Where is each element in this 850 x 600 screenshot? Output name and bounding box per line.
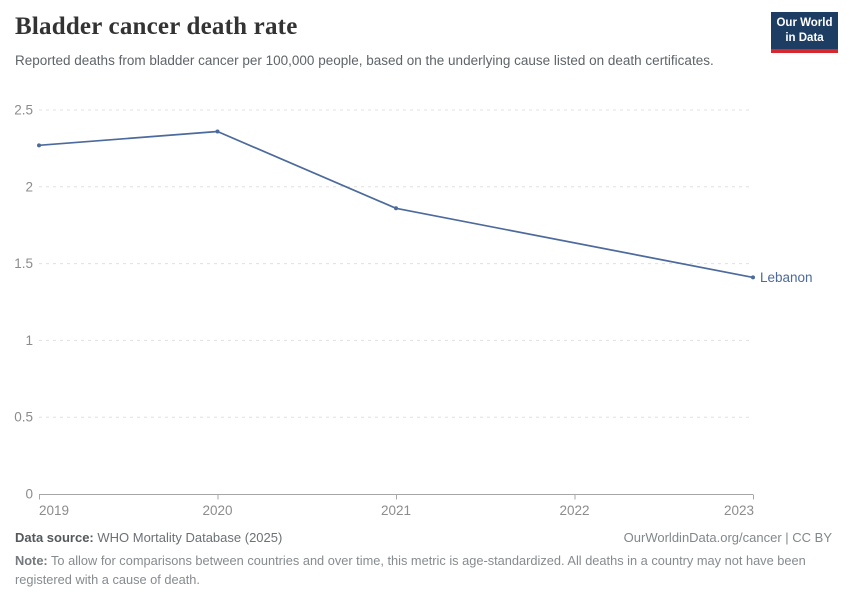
data-point-lebanon-2023[interactable] xyxy=(751,275,755,280)
footer-note: Note: To allow for comparisons between c… xyxy=(15,551,827,589)
note-value: To allow for comparisons between countri… xyxy=(15,553,806,588)
owid-logo-red-bar xyxy=(771,48,838,53)
data-source-label: Data source: xyxy=(15,530,94,545)
y-tick-label-1: 1 xyxy=(25,333,33,348)
owid-logo[interactable]: Our World in Data xyxy=(771,12,838,53)
x-tick-label-2022: 2022 xyxy=(559,503,589,518)
y-tick-label-2.5: 2.5 xyxy=(14,103,33,118)
series-end-label-lebanon[interactable]: Lebanon xyxy=(760,270,813,285)
data-source-value: WHO Mortality Database (2025) xyxy=(93,530,283,545)
y-tick-label-1.5: 1.5 xyxy=(14,256,33,271)
owid-logo-line1: Our World xyxy=(776,17,833,29)
owid-logo-line2: in Data xyxy=(785,31,824,44)
y-tick-label-0.5: 0.5 xyxy=(14,410,33,425)
x-tick-label-2019: 2019 xyxy=(39,503,69,518)
license-link[interactable]: OurWorldinData.org/cancer | CC BY xyxy=(623,530,832,545)
x-tick-label-2021: 2021 xyxy=(381,503,411,518)
y-tick-label-2: 2 xyxy=(25,179,33,194)
chart-subtitle: Reported deaths from bladder cancer per … xyxy=(15,53,714,68)
x-tick-label-2020: 2020 xyxy=(202,503,232,518)
series-line-lebanon[interactable] xyxy=(38,130,754,279)
note-label: Note: xyxy=(15,553,48,568)
owid-logo-text: Our World in Data xyxy=(771,12,838,49)
y-tick-label-0: 0 xyxy=(25,487,33,502)
data-point-lebanon-2019[interactable] xyxy=(37,143,41,148)
footer-source-row: Data source: WHO Mortality Database (202… xyxy=(15,530,832,545)
data-point-lebanon-2021[interactable] xyxy=(394,206,398,211)
x-tick-label-2023: 2023 xyxy=(724,503,754,518)
page-title: Bladder cancer death rate xyxy=(15,13,298,40)
data-source: Data source: WHO Mortality Database (202… xyxy=(15,530,282,545)
data-point-lebanon-2020[interactable] xyxy=(215,129,220,134)
